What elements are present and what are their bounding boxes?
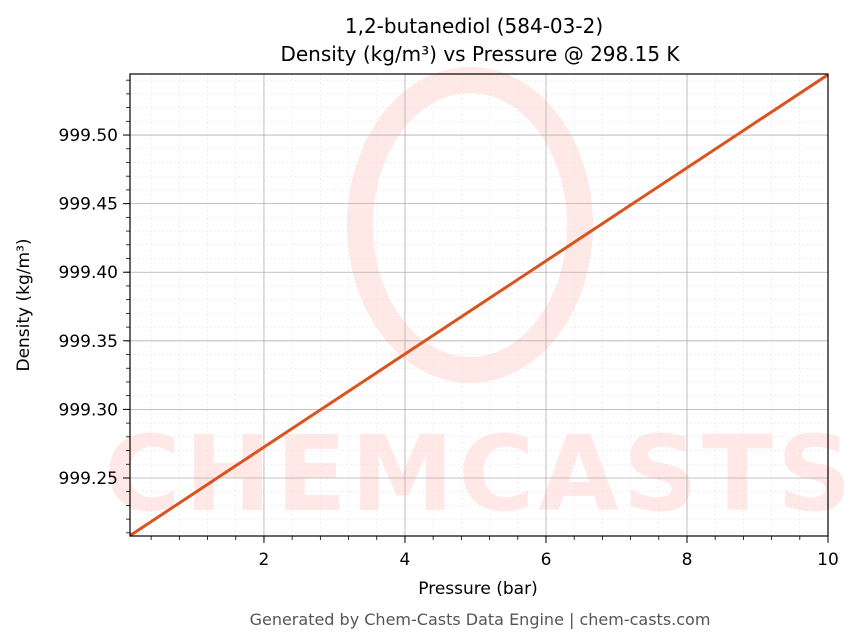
y-tick-label: 999.40: [59, 263, 118, 283]
y-tick-label: 999.25: [59, 469, 118, 489]
watermark: CHEMCASTS: [104, 67, 855, 535]
y-tick-label: 999.30: [59, 400, 118, 420]
y-tick-label: 999.45: [59, 195, 118, 215]
x-tick-label: 4: [400, 550, 411, 570]
chart-title: 1,2-butanediol (584-03-2): [345, 14, 603, 38]
x-tick-label: 6: [541, 550, 552, 570]
data-line: [129, 73, 829, 537]
plot-frame: [129, 73, 829, 537]
x-tick-label: 10: [817, 550, 839, 570]
x-tick-label: 2: [259, 550, 270, 570]
footer: Generated by Chem-Casts Data Engine | ch…: [250, 610, 711, 629]
chart-subtitle: Density (kg/m³) vs Pressure @ 298.15 K: [280, 42, 680, 66]
y-tick-label: 999.50: [59, 126, 118, 146]
watermark-text: CHEMCASTS: [104, 413, 855, 535]
x-tick-label: 8: [682, 550, 693, 570]
x-axis-label: Pressure (bar): [418, 579, 537, 599]
y-tick-label: 999.35: [59, 332, 118, 352]
y-axis-label: Density (kg/m³): [14, 238, 34, 371]
watermark-logo: [347, 67, 593, 383]
